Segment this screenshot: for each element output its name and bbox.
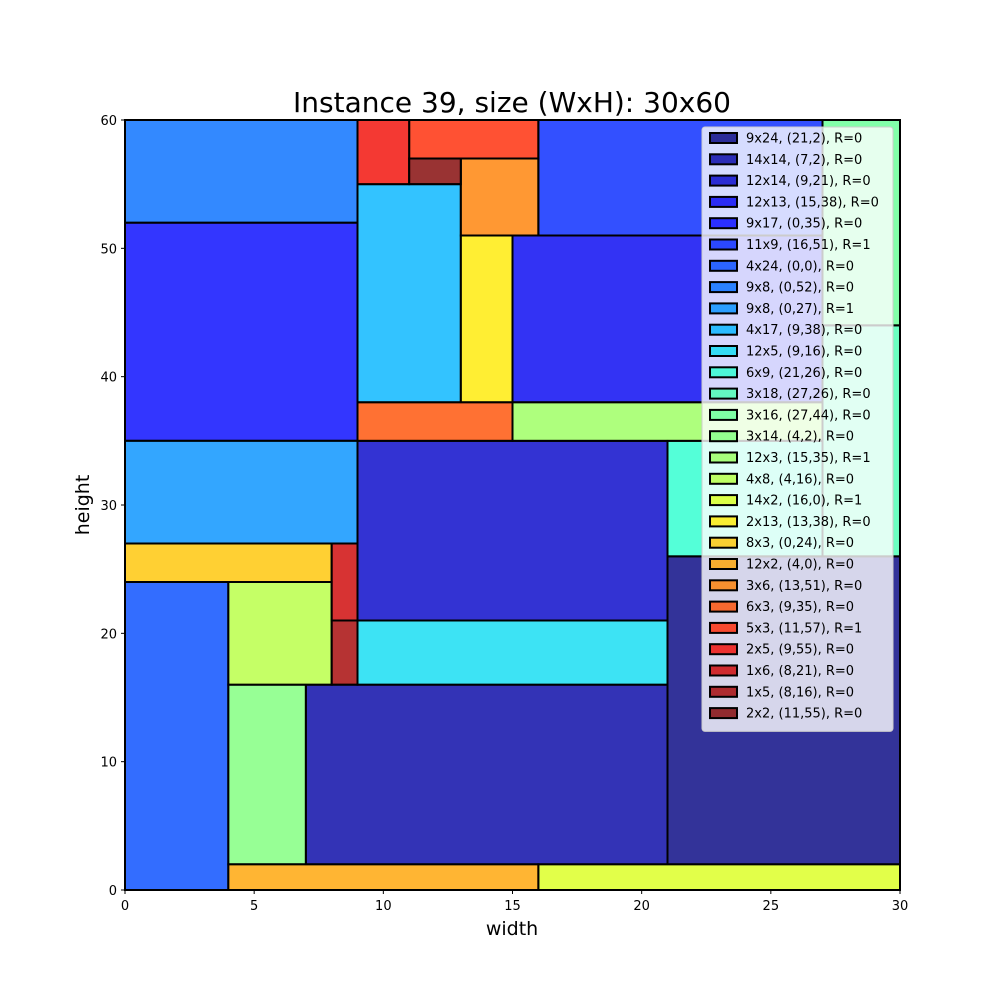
legend-swatch [709, 281, 738, 294]
legend-swatch [709, 345, 738, 357]
y-tick-label: 20 [100, 627, 117, 642]
legend-entry-label: 3x16, (27,44), R=0 [746, 408, 871, 423]
legend-swatch [709, 451, 738, 464]
packed-rect [356, 619, 669, 686]
x-axis-label: width [486, 918, 538, 940]
legend-entry-label: 1x5, (8,16), R=0 [746, 685, 854, 700]
legend-swatch [709, 132, 738, 144]
chart-title: Instance 39, size (WxH): 30x60 [293, 86, 731, 119]
legend-swatch [709, 685, 738, 698]
legend-swatch [709, 238, 738, 251]
packed-rect [227, 683, 307, 866]
legend-entry-label: 1x6, (8,21), R=0 [746, 664, 854, 679]
packed-rect [356, 439, 669, 622]
legend-entry-label: 14x2, (16,0), R=1 [746, 494, 862, 509]
legend-swatch [709, 302, 738, 315]
packed-rect [227, 581, 333, 686]
packed-rect [356, 183, 462, 404]
y-tick-label: 50 [100, 242, 117, 257]
legend-entry-label: 2x13, (13,38), R=0 [746, 515, 871, 530]
legend-swatch [709, 558, 738, 570]
y-tick-label: 0 [109, 884, 117, 899]
legend-swatch [709, 664, 738, 677]
legend-entry-label: 4x24, (0,0), R=0 [746, 259, 854, 274]
legend-entry-label: 3x14, (4,2), R=0 [746, 430, 854, 445]
legend-swatch [709, 600, 738, 613]
legend-swatch [709, 323, 738, 336]
x-tick-label: 5 [250, 899, 258, 914]
packed-rect [124, 581, 230, 891]
packed-rect [459, 157, 540, 237]
legend-swatch [709, 515, 738, 528]
legend-entry-label: 2x2, (11,55), R=0 [746, 707, 862, 722]
legend-swatch [709, 430, 738, 443]
legend-swatch [709, 366, 738, 379]
packed-rect [124, 221, 359, 442]
legend-swatch [709, 579, 738, 592]
y-axis-ticks: 0 10 20 30 40 50 60 [100, 114, 125, 899]
legend-swatch [709, 536, 738, 549]
packed-rect [124, 439, 359, 545]
y-tick-label: 30 [100, 499, 117, 514]
packed-rect [330, 542, 359, 622]
legend-swatch [709, 387, 738, 400]
legend-entry-label: 8x3, (0,24), R=0 [746, 536, 854, 551]
legend-swatch [709, 174, 738, 187]
legend-swatch [709, 494, 738, 507]
packed-rect [304, 683, 669, 866]
x-tick-label: 30 [892, 899, 909, 914]
legend-entry-label: 6x3, (9,35), R=0 [746, 600, 854, 615]
legend-entry-label: 14x14, (7,2), R=0 [746, 153, 862, 168]
legend-entry-label: 11x9, (16,51), R=1 [746, 238, 871, 253]
legend-swatch [709, 707, 738, 720]
x-tick-label: 20 [633, 899, 650, 914]
legend-entry-label: 12x3, (15,35), R=1 [746, 451, 871, 466]
legend-entry-label: 9x24, (21,2), R=0 [746, 132, 862, 147]
legend-entry-label: 12x5, (9,16), R=0 [746, 345, 862, 360]
packed-rect [227, 863, 540, 891]
legend-entry-label: 12x2, (4,0), R=0 [746, 558, 854, 573]
legend-entry-label: 9x8, (0,27), R=1 [746, 302, 854, 317]
legend-swatch [709, 195, 738, 208]
packed-rect [408, 157, 462, 186]
packed-rect [124, 119, 359, 224]
legend-swatch [709, 259, 738, 272]
legend-swatch [709, 472, 738, 485]
x-tick-label: 10 [375, 899, 392, 914]
legend-entry-label: 4x17, (9,38), R=0 [746, 323, 862, 338]
x-tick-label: 15 [504, 899, 521, 914]
legend-entry-label: 9x17, (0,35), R=0 [746, 217, 862, 232]
legend-entry-label: 3x6, (13,51), R=0 [746, 579, 862, 594]
y-tick-label: 10 [100, 756, 117, 771]
legend-swatch [709, 643, 738, 656]
legend-entry-label: 12x13, (15,38), R=0 [746, 195, 879, 210]
legend-swatch [709, 217, 738, 230]
packed-rect [408, 119, 540, 160]
legend-box [701, 126, 894, 732]
x-tick-label: 25 [763, 899, 780, 914]
packed-rect [356, 119, 411, 186]
y-tick-label: 60 [100, 114, 117, 129]
x-axis-ticks: 0 5 10 15 20 25 30 [121, 890, 908, 914]
legend-swatch [709, 153, 738, 166]
packed-rect [124, 542, 333, 583]
packed-rect [356, 401, 514, 442]
legend-entry-label: 3x18, (27,26), R=0 [746, 387, 871, 402]
legend: 9x24, (21,2), R=0 14x14, (7,2), R=0 12x14,… [701, 126, 894, 732]
legend-entry-label: 5x3, (11,57), R=1 [746, 621, 862, 636]
legend-swatch [709, 621, 738, 634]
legend-entry-label: 12x14, (9,21), R=0 [746, 174, 871, 189]
y-axis-label: height [72, 475, 94, 536]
legend-entry-label: 6x9, (21,26), R=0 [746, 366, 862, 381]
legend-entry-label: 4x8, (4,16), R=0 [746, 472, 854, 487]
legend-entry-label: 2x5, (9,55), R=0 [746, 643, 854, 658]
legend-entry-label: 9x8, (0,52), R=0 [746, 281, 854, 296]
packed-rect [330, 619, 359, 686]
x-tick-label: 0 [121, 899, 129, 914]
packed-rect [459, 234, 514, 404]
y-tick-label: 40 [100, 371, 117, 386]
legend-swatch [709, 408, 738, 421]
packed-rect [537, 863, 901, 891]
